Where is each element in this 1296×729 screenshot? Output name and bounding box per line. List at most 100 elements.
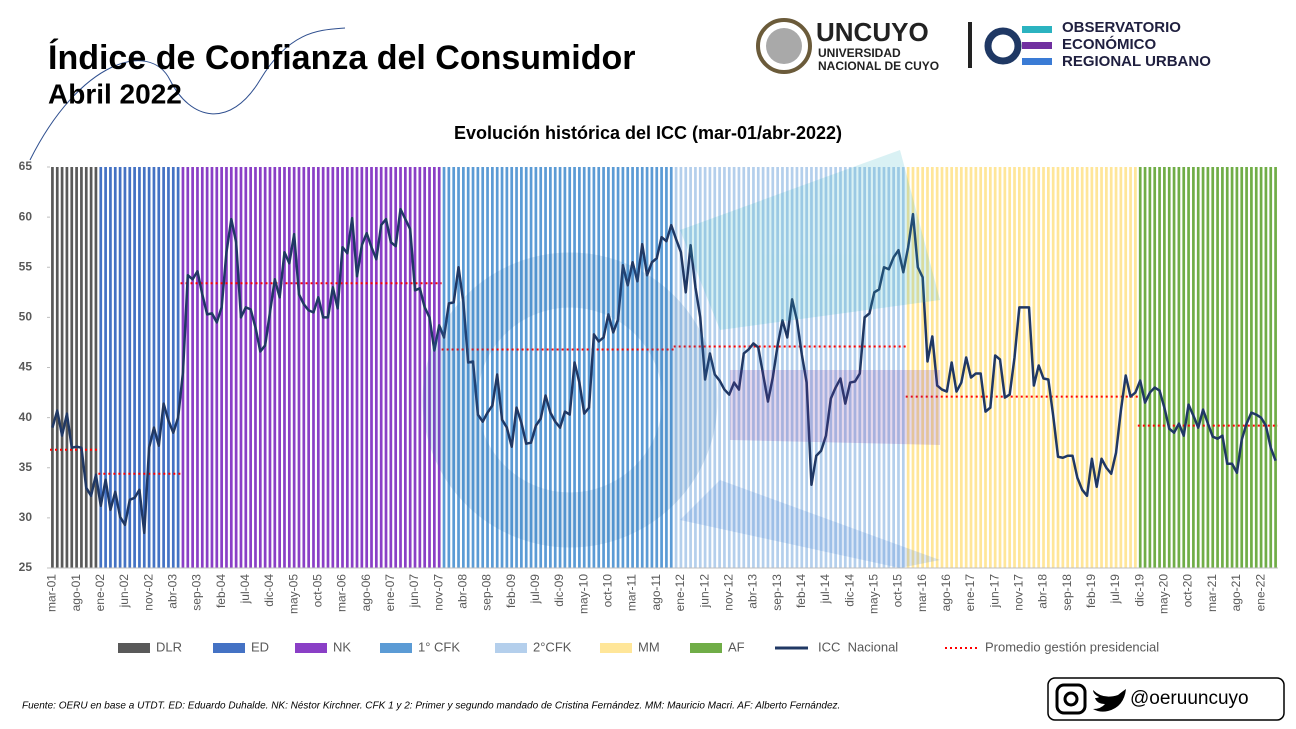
- x-tick-label: nov-02: [141, 574, 155, 611]
- watermark-shape: [730, 370, 940, 445]
- period-stripe: [94, 167, 98, 568]
- period-stripe: [549, 167, 552, 568]
- period-stripe: [462, 167, 465, 568]
- period-stripe: [1071, 167, 1074, 568]
- y-tick-label: 25: [19, 560, 33, 574]
- period-stripe: [1153, 167, 1157, 568]
- period-stripe: [505, 167, 509, 568]
- period-stripe: [669, 167, 673, 568]
- period-stripe: [650, 167, 654, 568]
- period-stripe: [1003, 167, 1007, 568]
- period-stripe: [210, 167, 214, 568]
- legend-swatch: [295, 643, 327, 653]
- legend-label: MM: [638, 639, 660, 654]
- period-stripe: [80, 167, 83, 568]
- x-tick-label: jun-02: [117, 574, 131, 609]
- period-stripe: [631, 167, 634, 568]
- period-stripe: [1196, 167, 1200, 568]
- period-stripe: [1109, 167, 1113, 568]
- period-stripe: [1167, 167, 1171, 568]
- x-tick-label: may-15: [866, 574, 880, 614]
- period-stripe: [810, 167, 813, 568]
- period-stripe: [1100, 167, 1103, 568]
- period-stripe: [636, 167, 639, 568]
- series-line: [51, 207, 1277, 535]
- university-line: NACIONAL DE CUYO: [818, 59, 939, 73]
- period-stripe: [292, 167, 296, 568]
- period-stripe: [138, 167, 141, 568]
- watermark: [422, 150, 940, 568]
- x-tick-label: mar-01: [45, 574, 59, 612]
- x-tick-label: oct-05: [310, 574, 324, 608]
- x-tick-label: ago-16: [939, 574, 953, 612]
- period-stripe: [365, 167, 369, 568]
- x-tick-label: sep-18: [1060, 574, 1074, 611]
- period-stripe: [350, 167, 354, 568]
- period-stripe: [1201, 167, 1205, 568]
- observatory-line: REGIONAL URBANO: [1062, 53, 1211, 70]
- period-stripe: [882, 167, 886, 568]
- period-stripe: [602, 167, 605, 568]
- period-stripe: [428, 167, 431, 568]
- period-stripe: [287, 167, 291, 568]
- period-stripe: [196, 167, 199, 568]
- period-stripe: [694, 167, 697, 568]
- period-stripe: [892, 167, 895, 568]
- period-stripe: [747, 167, 750, 568]
- watermark-shape: [680, 150, 940, 330]
- period-stripe: [897, 167, 900, 568]
- period-stripe: [191, 167, 194, 568]
- period-stripe: [597, 167, 601, 568]
- period-stripe: [394, 167, 398, 568]
- period-stripe: [1051, 167, 1055, 568]
- period-stripe: [529, 167, 533, 568]
- x-tick-label: abr-03: [165, 574, 179, 609]
- period-stripe: [737, 167, 741, 568]
- period-stripe: [152, 167, 156, 568]
- period-stripe: [360, 167, 364, 568]
- period-stripe: [89, 167, 93, 568]
- x-tick-label: dic-14: [842, 574, 856, 607]
- period-stripe: [800, 167, 804, 568]
- period-stripe: [1066, 167, 1070, 568]
- x-tick-label: jul-04: [238, 574, 252, 605]
- period-stripe: [848, 167, 852, 568]
- period-stripe: [819, 167, 823, 568]
- plot: 25 30 35 40 45 50 55 60 65 mar-01 ago-01 ene-02 jun-…: [19, 159, 1278, 614]
- period-stripe: [872, 167, 876, 568]
- legend-swatch: [495, 643, 527, 653]
- period-stripe: [1158, 167, 1161, 568]
- period-stripe: [457, 167, 460, 568]
- watermark-shape: [680, 480, 940, 568]
- period-stripe: [563, 167, 567, 568]
- period-stripe: [558, 167, 562, 568]
- period-stripe: [1114, 167, 1118, 568]
- period-stripe: [640, 167, 644, 568]
- x-tick-label: may-05: [286, 574, 300, 614]
- x-tick-label: oct-15: [891, 574, 905, 608]
- period-stripe: [278, 167, 281, 568]
- period-stripe: [123, 167, 127, 568]
- legend-swatch: [690, 643, 722, 653]
- x-tick-label: feb-19: [1084, 574, 1098, 608]
- chart-title: Evolución histórica del ICC (mar-01/abr-…: [454, 123, 842, 143]
- period-stripe: [433, 167, 436, 568]
- period-stripe: [660, 167, 663, 568]
- period-stripe: [486, 167, 489, 568]
- period-stripe: [1230, 167, 1234, 568]
- period-stripe: [723, 167, 726, 568]
- x-tick-label: feb-14: [794, 574, 808, 608]
- period-stripe: [413, 167, 417, 568]
- x-tick-label: sep-08: [480, 574, 494, 611]
- period-stripe: [1080, 167, 1084, 568]
- x-tick-label: mar-21: [1205, 574, 1219, 612]
- period-stripe: [935, 167, 939, 568]
- period-stripe: [75, 167, 78, 568]
- period-stripe: [805, 167, 808, 568]
- y-tick-label: 35: [19, 460, 33, 474]
- period-stripe: [655, 167, 659, 568]
- x-tick-label: ene-22: [1253, 574, 1267, 612]
- period-stripe: [1274, 167, 1277, 568]
- period-stripe: [665, 167, 668, 568]
- period-stripe: [510, 167, 514, 568]
